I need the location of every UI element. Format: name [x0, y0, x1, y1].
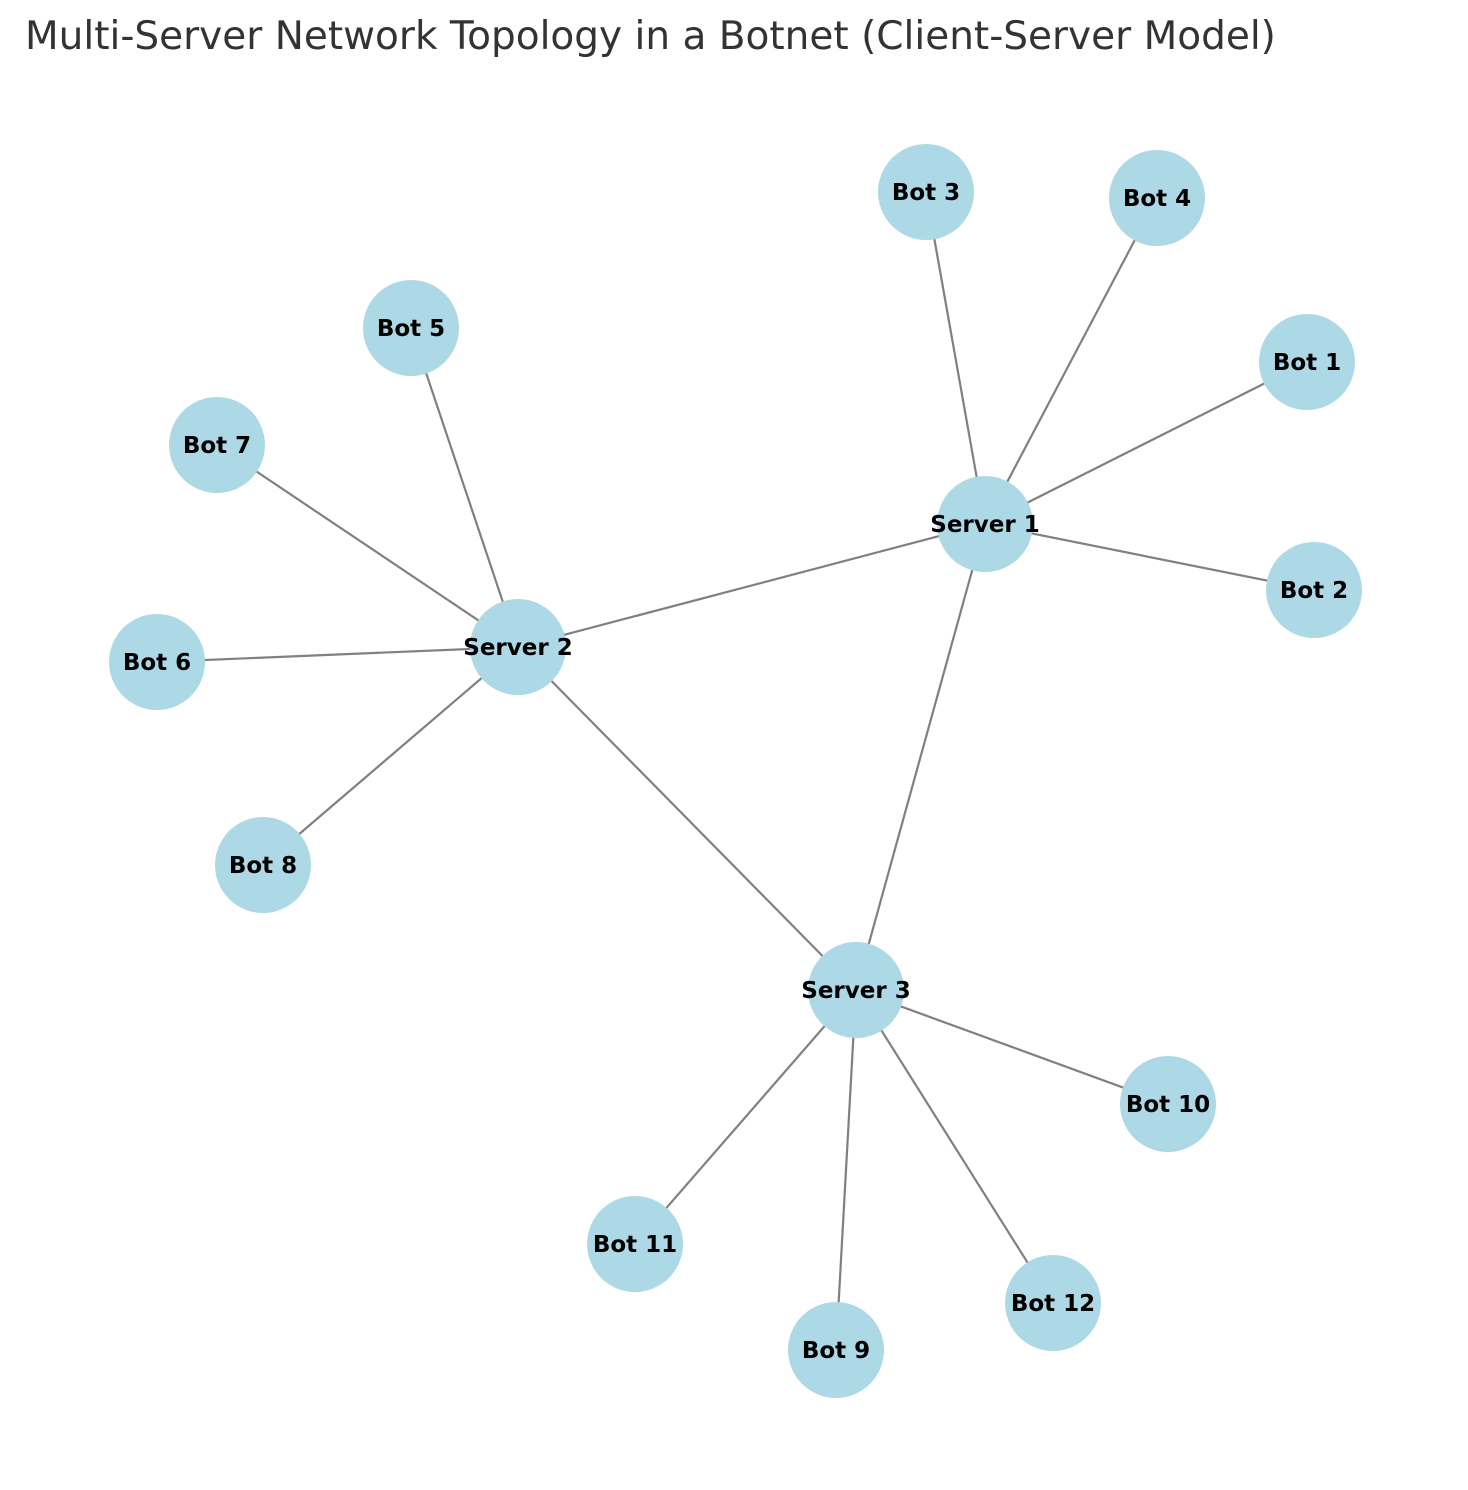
bot-node-circle — [1005, 1255, 1101, 1351]
edge-server-1-bot-2 — [984, 522, 1315, 592]
bot-node-circle — [1259, 314, 1355, 410]
figure-title: Multi-Server Network Topology in a Botne… — [25, 14, 1276, 59]
bot-node-circle — [1266, 542, 1362, 638]
node-label: Bot 2 — [1280, 578, 1348, 604]
node-label: Server 1 — [930, 512, 1039, 538]
edge-server-2-bot-7 — [216, 444, 519, 648]
bot-node-circle — [1109, 150, 1205, 246]
edge-server-2-bot-6 — [156, 645, 519, 664]
bot-node-circle — [587, 1196, 683, 1292]
edge-server-2-server-3 — [517, 646, 857, 991]
edge-server-2-bot-5 — [409, 327, 520, 648]
edge-server-1-server-3 — [854, 523, 987, 991]
node-server-3: Server 3 — [801, 942, 911, 1038]
edge-server-3-bot-10 — [855, 988, 1169, 1106]
node-label: Bot 5 — [377, 316, 445, 342]
node-bot-3: Bot 3 — [878, 144, 974, 240]
node-bot-4: Bot 4 — [1109, 150, 1205, 246]
node-label: Bot 10 — [1126, 1092, 1210, 1118]
bot-node-circle — [109, 614, 205, 710]
node-bot-1: Bot 1 — [1259, 314, 1355, 410]
bot-node-circle — [1120, 1056, 1216, 1152]
edge-server-2-bot-8 — [262, 646, 519, 866]
bot-node-circle — [788, 1302, 884, 1398]
node-bot-5: Bot 5 — [363, 280, 459, 376]
node-label: Bot 12 — [1011, 1291, 1095, 1317]
node-label: Bot 3 — [892, 180, 960, 206]
node-bot-2: Bot 2 — [1266, 542, 1362, 638]
edge-server-3-bot-12 — [855, 989, 1054, 1304]
node-label: Bot 4 — [1123, 186, 1191, 212]
node-bot-11: Bot 11 — [587, 1196, 683, 1292]
edge-server-3-bot-9 — [834, 989, 858, 1351]
node-label: Server 2 — [463, 635, 572, 661]
edge-server-1-bot-1 — [984, 361, 1308, 525]
server-node-circle — [470, 599, 566, 695]
edge-server-3-bot-11 — [634, 989, 857, 1245]
server-node-circle — [937, 476, 1033, 572]
node-server-2: Server 2 — [463, 599, 573, 695]
bot-node-circle — [363, 280, 459, 376]
node-bot-9: Bot 9 — [788, 1302, 884, 1398]
node-label: Bot 7 — [183, 433, 251, 459]
node-bot-10: Bot 10 — [1120, 1056, 1216, 1152]
node-bot-8: Bot 8 — [215, 817, 311, 913]
node-server-1: Server 1 — [930, 476, 1040, 572]
node-label: Bot 8 — [229, 853, 297, 879]
bot-node-circle — [878, 144, 974, 240]
node-bot-7: Bot 7 — [169, 397, 265, 493]
node-bot-12: Bot 12 — [1005, 1255, 1101, 1351]
edge-server-1-bot-4 — [984, 197, 1158, 525]
edge-server-1-server-2 — [517, 522, 986, 649]
edge-server-1-bot-3 — [924, 191, 987, 525]
bot-node-circle — [169, 397, 265, 493]
node-label: Bot 6 — [123, 650, 191, 676]
node-label: Bot 1 — [1273, 350, 1341, 376]
node-label: Bot 11 — [593, 1232, 677, 1258]
server-node-circle — [808, 942, 904, 1038]
node-label: Server 3 — [801, 978, 910, 1004]
bot-node-circle — [215, 817, 311, 913]
node-bot-6: Bot 6 — [109, 614, 205, 710]
node-label: Bot 9 — [802, 1338, 870, 1364]
